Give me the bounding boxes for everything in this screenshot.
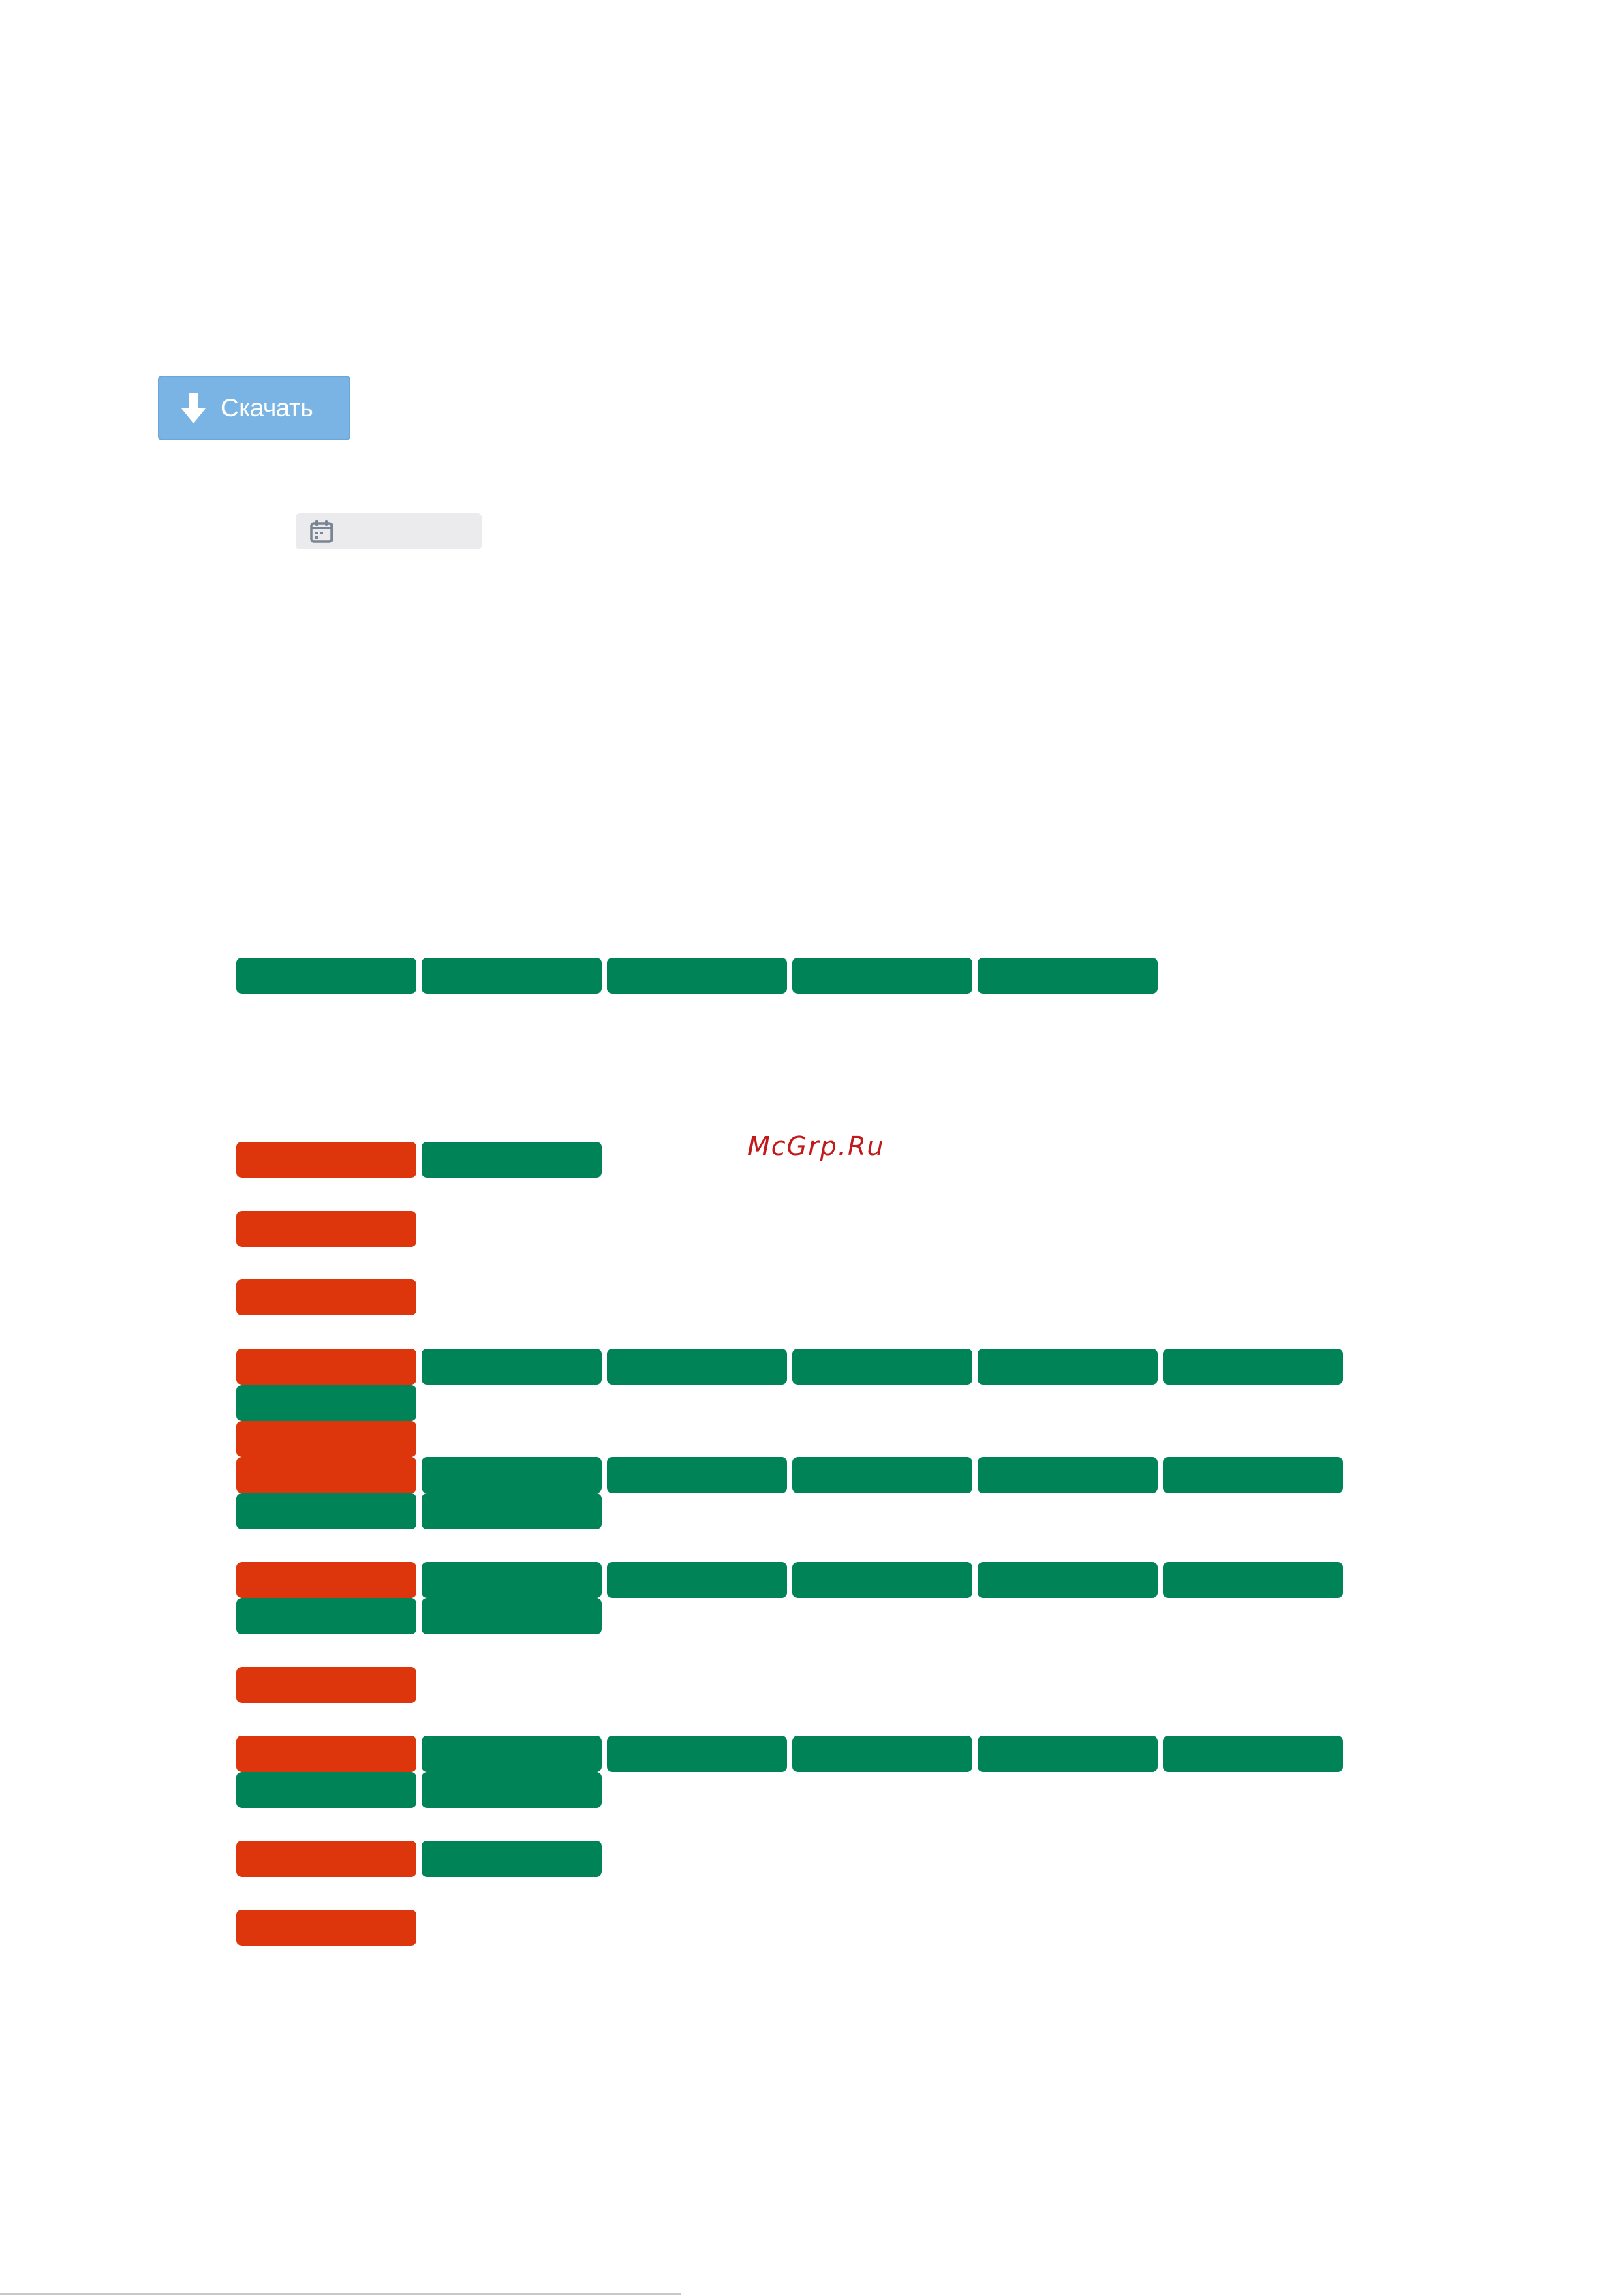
link-tag[interactable] (422, 1736, 602, 1772)
link-tag[interactable] (607, 1562, 787, 1598)
link-tag[interactable] (422, 1142, 602, 1178)
link-tag[interactable] (792, 958, 972, 994)
link-tag[interactable] (1163, 1349, 1343, 1385)
link-tag[interactable] (792, 1562, 972, 1598)
link-tag[interactable] (236, 1598, 416, 1634)
section-tag[interactable] (236, 1667, 416, 1703)
download-button-label: Скачать (221, 393, 313, 422)
download-button[interactable]: Скачать (158, 376, 350, 440)
link-tag[interactable] (1163, 1562, 1343, 1598)
link-tag[interactable] (422, 1349, 602, 1385)
link-tag[interactable] (792, 1736, 972, 1772)
section-tag[interactable] (236, 1562, 416, 1598)
watermark: McGrp.Ru (747, 1131, 885, 1161)
section-tag[interactable] (236, 1421, 416, 1457)
arrow-down-icon (181, 393, 206, 423)
section-tag[interactable] (236, 1457, 416, 1493)
link-tag[interactable] (236, 1385, 416, 1421)
link-tag[interactable] (422, 1562, 602, 1598)
section-tag[interactable] (236, 1910, 416, 1946)
section-tag[interactable] (236, 1841, 416, 1877)
link-tag[interactable] (978, 958, 1158, 994)
link-tag[interactable] (978, 1736, 1158, 1772)
link-tag[interactable] (422, 958, 602, 994)
link-tag[interactable] (607, 1349, 787, 1385)
link-tag[interactable] (422, 1772, 602, 1808)
date-field[interactable] (296, 513, 482, 549)
link-tag[interactable] (422, 1457, 602, 1493)
link-tag[interactable] (978, 1457, 1158, 1493)
link-tag[interactable] (422, 1841, 602, 1877)
link-tag[interactable] (978, 1562, 1158, 1598)
section-tag[interactable] (236, 1349, 416, 1385)
link-tag[interactable] (607, 1736, 787, 1772)
link-tag[interactable] (978, 1349, 1158, 1385)
bottom-divider (0, 2293, 681, 2295)
link-tag[interactable] (422, 1598, 602, 1634)
link-tag[interactable] (792, 1457, 972, 1493)
link-tag[interactable] (1163, 1457, 1343, 1493)
section-tag[interactable] (236, 1736, 416, 1772)
section-tag[interactable] (236, 1211, 416, 1247)
link-tag[interactable] (236, 958, 416, 994)
calendar-icon (310, 519, 333, 543)
link-tag[interactable] (607, 958, 787, 994)
link-tag[interactable] (236, 1493, 416, 1529)
link-tag[interactable] (607, 1457, 787, 1493)
link-tag[interactable] (792, 1349, 972, 1385)
link-tag[interactable] (236, 1772, 416, 1808)
section-tag[interactable] (236, 1142, 416, 1178)
link-tag[interactable] (422, 1493, 602, 1529)
link-tag[interactable] (1163, 1736, 1343, 1772)
section-tag[interactable] (236, 1279, 416, 1315)
